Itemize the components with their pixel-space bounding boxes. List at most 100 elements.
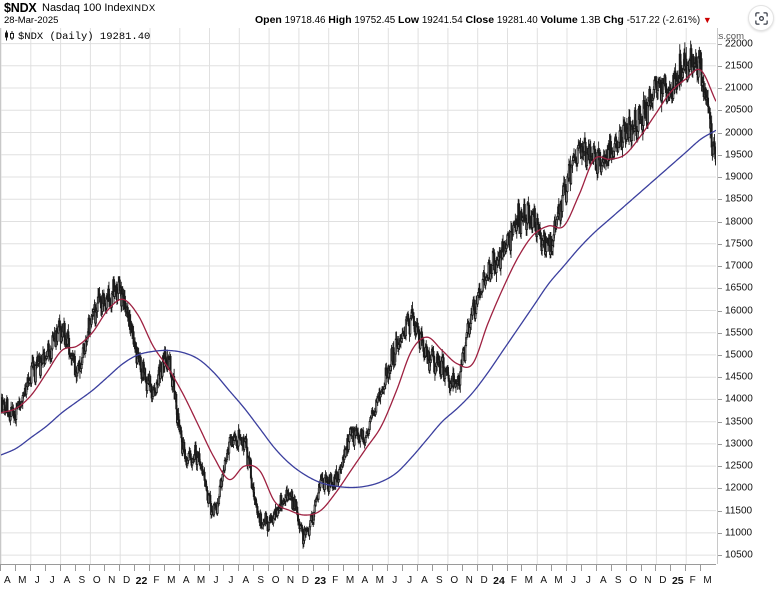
date-axis-tick (14, 565, 16, 571)
date-axis-tick (580, 565, 582, 571)
date-axis: A M J J A S O N D 22 F M A M J J A S O N D 23 F M A M J J A S O N D 24 F M A… (0, 564, 716, 592)
price-axis-label: 13500 (725, 416, 753, 428)
date-axis-tick (29, 565, 31, 571)
date-axis-month-label: N (465, 575, 473, 586)
date-axis-tick (610, 565, 612, 571)
price-chart-plot-area[interactable] (0, 28, 718, 564)
date-axis-tick (119, 565, 121, 571)
date-axis-tick (89, 565, 91, 571)
date-axis-tick (253, 565, 255, 571)
symbol-exchange: INDX (131, 3, 156, 14)
symbol-name: Nasdaq 100 Index (42, 2, 132, 14)
price-axis-label: 15000 (725, 349, 753, 361)
date-axis-tick (685, 565, 687, 571)
date-axis-month-label: A (4, 575, 11, 586)
camera-snapshot-icon[interactable] (748, 5, 774, 31)
price-axis-label: 17500 (725, 238, 753, 250)
date-axis-month-label: A (361, 575, 369, 586)
price-axis-tick (717, 354, 722, 356)
price-axis-spine (717, 28, 718, 564)
price-axis-tick (717, 199, 722, 201)
date-axis-month-label: S (614, 575, 622, 586)
date-axis-month-label: S (78, 575, 86, 586)
date-axis-tick (417, 565, 419, 571)
date-axis-tick (44, 565, 46, 571)
ma-fast-line (1, 68, 716, 516)
change-label: Chg (603, 14, 624, 26)
date-axis-tick (461, 565, 463, 571)
price-axis-label: 18500 (725, 193, 753, 205)
price-axis-label: 14500 (725, 371, 753, 383)
date-axis-tick (134, 565, 136, 571)
date-axis-tick (223, 565, 225, 571)
date-axis-year-label: 24 (493, 575, 505, 587)
price-axis-label: 17000 (725, 260, 753, 272)
date-axis-month-label: O (629, 575, 637, 586)
price-axis-label: 13000 (725, 438, 753, 450)
ohlc-quote-bar: Open 19718.46 High 19752.45 Low 19241.54… (255, 14, 712, 26)
price-axis-label: 20500 (725, 104, 753, 116)
price-axis-tick (717, 43, 722, 45)
price-axis-tick (717, 177, 722, 178)
price-axis-label: 14000 (725, 393, 753, 405)
date-axis-tick (104, 565, 106, 571)
date-axis-month-label: O (450, 575, 459, 586)
price-axis-tick (717, 443, 722, 445)
symbol-ticker: $NDX (4, 1, 37, 15)
date-axis-tick (149, 565, 150, 571)
date-axis-month-label: J (34, 575, 40, 586)
chart-header: $NDX Nasdaq 100 Index INDX 28-Mar-2025 O… (0, 0, 780, 42)
date-axis-tick (387, 565, 389, 571)
price-axis-tick (717, 154, 722, 156)
date-axis-tick (208, 565, 210, 571)
date-axis-month-label: M (554, 575, 563, 586)
date-axis-month-label: M (375, 575, 384, 586)
date-axis-month-label: D (659, 575, 667, 586)
date-axis-tick (491, 565, 493, 571)
date-axis-tick (342, 565, 344, 571)
date-axis-month-label: D (122, 575, 131, 586)
date-axis-month-label: O (92, 575, 101, 586)
date-axis-month-label: M (703, 575, 712, 586)
price-axis-tick (717, 266, 722, 267)
price-axis-tick (717, 243, 722, 245)
ma-slow-line (1, 129, 716, 489)
date-axis-month-label: M (18, 575, 27, 586)
price-axis: 10500 11000 11500 12000 12500 13000 13500 14000… (717, 28, 780, 564)
price-axis-tick (717, 110, 722, 112)
legend-text: $NDX (Daily) 19281.40 (18, 31, 151, 43)
price-axis-tick (717, 332, 722, 334)
high-value: 19752.45 (354, 15, 396, 26)
date-axis-tick (476, 565, 478, 571)
price-chart-svg (1, 28, 716, 564)
date-axis-tick (163, 565, 165, 571)
date-axis-tick (327, 565, 329, 571)
price-axis-label: 21500 (725, 60, 753, 72)
open-value: 19718.46 (284, 15, 326, 26)
date-axis-month-label: J (392, 575, 398, 586)
date-axis-month-label: D (301, 575, 310, 586)
price-axis-label: 16500 (725, 282, 753, 294)
price-axis-tick (717, 555, 722, 557)
price-axis-label: 19000 (725, 171, 753, 183)
close-value: 19281.40 (496, 15, 538, 26)
series-legend: $NDX (Daily) 19281.40 (4, 30, 150, 45)
date-axis-tick (268, 565, 270, 571)
change-down-caret-icon: ▼ (702, 15, 712, 25)
date-axis-month-label: J (213, 575, 219, 586)
date-axis-tick (193, 565, 195, 571)
date-axis-tick (297, 565, 299, 571)
date-axis-month-label: A (599, 575, 607, 586)
date-axis-tick (432, 565, 433, 571)
date-axis-tick (595, 565, 597, 571)
price-axis-label: 11500 (725, 505, 753, 517)
date-axis-year-label: 25 (671, 575, 684, 587)
date-axis-month-label: A (182, 575, 190, 586)
date-axis-tick (551, 565, 553, 571)
price-axis-label: 11000 (725, 527, 753, 539)
high-label: High (328, 14, 352, 26)
date-axis-month-label: J (585, 575, 591, 586)
date-axis-month-label: F (332, 575, 339, 586)
date-axis-year-label: 23 (314, 575, 327, 587)
price-axis-tick (717, 88, 722, 89)
